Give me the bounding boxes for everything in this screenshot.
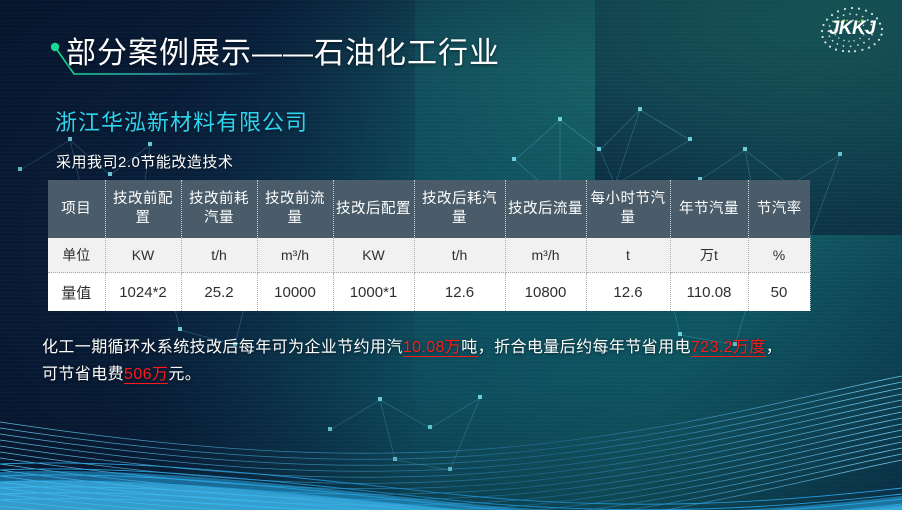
table-header-cell: 年节汽量 bbox=[670, 180, 749, 238]
note-segment: ， bbox=[765, 339, 783, 356]
table-cell: 10000 bbox=[257, 272, 334, 311]
note-segment: 元。 bbox=[168, 366, 202, 383]
note-highlight-cost-saving: 506万 bbox=[124, 366, 169, 384]
table-cell: 1024*2 bbox=[105, 272, 182, 311]
logo-text: JKKJ bbox=[828, 18, 876, 39]
table-cell: KW bbox=[333, 238, 415, 273]
table-header-cell: 技改后耗汽量 bbox=[414, 180, 506, 238]
logo-swirl-icon bbox=[820, 6, 884, 53]
table-header-cell: 技改前配置 bbox=[105, 180, 182, 238]
table-cell: 1000*1 bbox=[333, 272, 415, 311]
table-cell: KW bbox=[105, 238, 182, 273]
note-highlight-steam-saving: 10.08万 bbox=[402, 339, 462, 357]
note-highlight-power-saving: 723.2万度 bbox=[690, 339, 766, 357]
table-header-cell: 节汽率 bbox=[748, 180, 810, 238]
table-row-units: 单位 KW t/h m³/h KW t/h m³/h t 万t % bbox=[48, 238, 811, 273]
table-cell: m³/h bbox=[505, 238, 587, 273]
company-name: 浙江华泓新材料有限公司 bbox=[55, 110, 309, 135]
technology-subtitle: 采用我司2.0节能改造技术 bbox=[56, 154, 234, 171]
table-header-row: 项目 技改前配置 技改前耗汽量 技改前流量 技改后配置 技改后耗汽量 技改后流量… bbox=[48, 180, 810, 238]
table-cell: % bbox=[748, 238, 811, 273]
table-header-cell: 技改后配置 bbox=[333, 180, 415, 238]
table-row-label: 单位 bbox=[48, 238, 106, 273]
table-cell: 25.2 bbox=[181, 272, 258, 311]
background-wave-mesh bbox=[0, 375, 902, 510]
table-header-cell: 每小时节汽量 bbox=[586, 180, 671, 238]
page-title-row: 部分案例展示——石油化工行业 bbox=[48, 36, 748, 84]
table-cell: 10800 bbox=[505, 272, 587, 311]
summary-note: 化工一期循环水系统技改后每年可为企业节约用汽10.08万吨，折合电量后约每年节省… bbox=[42, 334, 872, 388]
table-header-cell: 技改前流量 bbox=[257, 180, 334, 238]
spec-table-wrapper: 项目 技改前配置 技改前耗汽量 技改前流量 技改后配置 技改后耗汽量 技改后流量… bbox=[48, 180, 811, 311]
note-segment: ，折合电量后约每年节省用电 bbox=[477, 339, 691, 356]
table-row-values: 量值 1024*2 25.2 10000 1000*1 12.6 10800 1… bbox=[48, 272, 811, 311]
table-cell: 110.08 bbox=[670, 272, 749, 311]
title-accent-decoration bbox=[50, 42, 264, 75]
note-segment-unit-ton: 吨 bbox=[461, 339, 478, 357]
table-cell: 万t bbox=[670, 238, 749, 273]
table-cell: t/h bbox=[181, 238, 258, 273]
table-cell: 50 bbox=[748, 272, 811, 311]
table-cell: 12.6 bbox=[414, 272, 506, 311]
table-cell: t/h bbox=[414, 238, 506, 273]
table-header-cell: 技改后流量 bbox=[505, 180, 587, 238]
logo: JKKJ bbox=[814, 2, 890, 56]
table-cell: 12.6 bbox=[586, 272, 671, 311]
note-segment: 化工一期循环水系统技改后每年可为企业节约用汽 bbox=[42, 339, 403, 356]
table-row-label: 量值 bbox=[48, 272, 106, 311]
table-cell: t bbox=[586, 238, 671, 273]
table-header-cell: 技改前耗汽量 bbox=[181, 180, 258, 238]
note-segment: 可节省电费 bbox=[42, 366, 125, 383]
spec-table: 项目 技改前配置 技改前耗汽量 技改前流量 技改后配置 技改后耗汽量 技改后流量… bbox=[48, 180, 811, 311]
table-header-cell: 项目 bbox=[48, 180, 106, 238]
page-title: 部分案例展示——石油化工行业 bbox=[66, 37, 500, 70]
table-cell: m³/h bbox=[257, 238, 334, 273]
